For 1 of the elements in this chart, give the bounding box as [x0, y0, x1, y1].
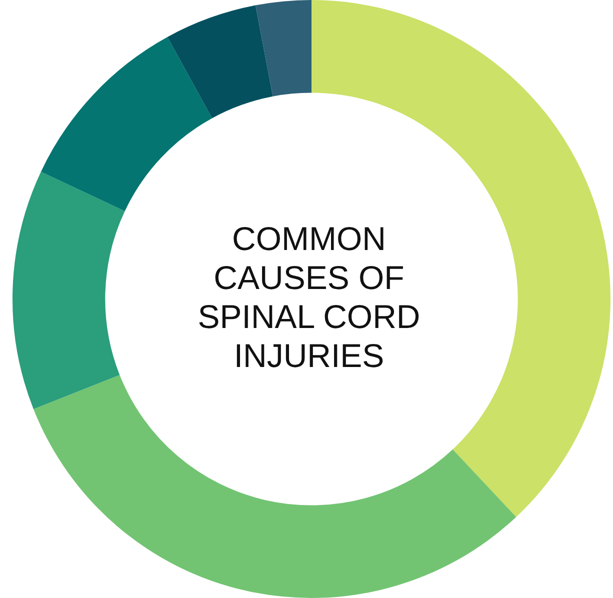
text: COMMON CAUSES OF SPINAL CORD INJURIES	[196, 220, 422, 376]
